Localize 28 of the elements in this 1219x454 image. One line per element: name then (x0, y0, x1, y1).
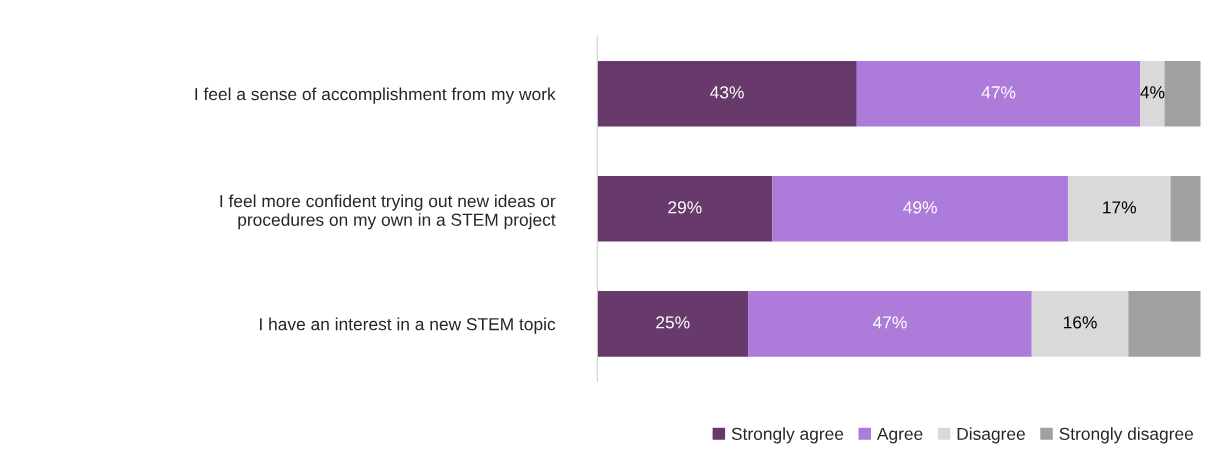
bar (597, 61, 857, 127)
bar (1170, 176, 1201, 242)
data-label: 47% (981, 86, 1016, 99)
bar (597, 291, 749, 357)
bar (1031, 291, 1129, 357)
bar (856, 61, 1141, 127)
data-label: 4% (1140, 86, 1165, 99)
y-tick-label: I feel more confident trying out new ideas or procedures on my own in a STEM project (220, 194, 556, 230)
data-label: 17% (1103, 201, 1137, 214)
legend-label: Strongly agree (731, 427, 844, 444)
y-tick-label: I feel a sense of accomplishment from my work (195, 87, 556, 104)
bar (597, 176, 773, 242)
bar (1140, 61, 1165, 127)
data-label: 16% (1063, 316, 1097, 329)
bar (748, 291, 1032, 357)
legend-label: Disagree (957, 427, 1025, 444)
data-label: 25% (656, 316, 690, 329)
legend-label: Strongly disagree (1059, 427, 1194, 444)
bar (1164, 61, 1201, 127)
y-tick-label: I have an interest in a new STEM topic (260, 317, 556, 334)
legend-label: Agree (876, 427, 923, 444)
bar (1067, 176, 1171, 242)
data-label: 47% (872, 316, 907, 329)
data-label: 43% (710, 86, 744, 99)
data-label: 49% (903, 201, 937, 214)
bar (1128, 291, 1201, 357)
bar (772, 176, 1068, 242)
data-label: 29% (668, 201, 702, 214)
